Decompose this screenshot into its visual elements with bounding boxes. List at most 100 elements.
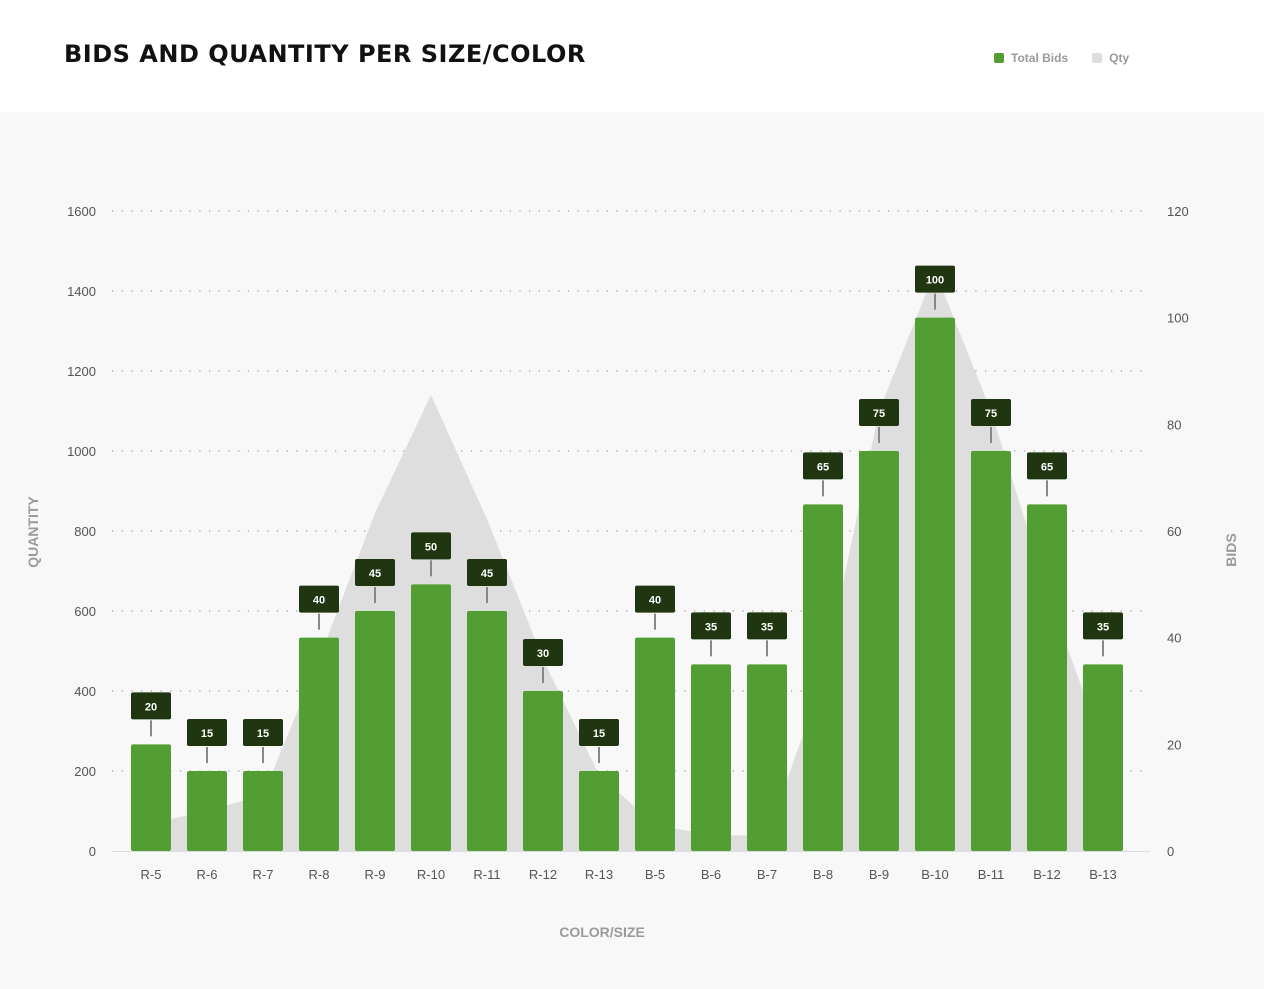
data-label: 40 (649, 595, 661, 607)
data-label: 35 (1097, 621, 1109, 633)
data-label: 30 (537, 648, 549, 660)
bar-b-11 (971, 451, 1011, 851)
x-tick-label: R-8 (309, 867, 330, 882)
bar-b-5 (635, 637, 675, 851)
x-tick-label: R-5 (141, 867, 162, 882)
x-tick-label: B-13 (1089, 867, 1116, 882)
data-label-box (1027, 452, 1067, 480)
y2-axis-title: BIDS (1223, 533, 1239, 566)
y-tick-label: 1000 (67, 444, 96, 459)
data-label-box (635, 585, 675, 613)
y2-tick-label: 120 (1167, 204, 1189, 219)
x-tick-label: R-7 (253, 867, 274, 882)
data-label: 20 (145, 701, 157, 713)
x-tick-label: R-13 (585, 867, 613, 882)
data-label-box (187, 719, 227, 746)
y-tick-label: 600 (74, 604, 96, 619)
y2-tick-label: 80 (1167, 417, 1181, 432)
data-label: 100 (926, 275, 944, 287)
bar-r-13 (579, 771, 619, 851)
data-label: 15 (257, 728, 269, 740)
data-label: 65 (1041, 461, 1053, 473)
bar-b-6 (691, 664, 731, 851)
data-label-box (131, 692, 171, 720)
data-label-box (803, 452, 843, 480)
data-label: 35 (705, 621, 717, 633)
x-tick-label: R-9 (365, 867, 386, 882)
y-tick-label: 400 (74, 684, 96, 699)
data-label: 15 (201, 728, 213, 740)
y-tick-label: 1600 (67, 204, 96, 219)
bar-r-9 (355, 611, 395, 851)
legend-label: Qty (1109, 51, 1130, 65)
chart-title: BIDS AND QUANTITY PER SIZE/COLOR (64, 40, 586, 68)
data-label-box (859, 399, 899, 426)
data-label-box (915, 265, 955, 293)
x-tick-label: B-6 (701, 867, 721, 882)
x-tick-label: B-10 (921, 867, 948, 882)
data-label: 50 (425, 541, 437, 553)
bar-r-5 (131, 744, 171, 851)
data-label-box (747, 612, 787, 640)
x-tick-label: R-10 (417, 867, 445, 882)
x-tick-label: R-12 (529, 867, 557, 882)
data-label-box (411, 532, 451, 560)
legend-item-qty[interactable]: Qty (1092, 51, 1129, 65)
data-label-box (1083, 612, 1123, 640)
data-label: 45 (481, 568, 493, 580)
y-tick-label: 1400 (67, 284, 96, 299)
data-label-box (971, 399, 1011, 426)
x-axis-title: COLOR/SIZE (559, 924, 645, 940)
x-tick-label: B-8 (813, 867, 833, 882)
legend-swatch-qty (1092, 53, 1103, 63)
bar-r-6 (187, 771, 227, 851)
data-label: 35 (761, 621, 773, 633)
legend-swatch-total-bids (994, 53, 1004, 63)
x-tick-label: B-11 (978, 867, 1005, 882)
bar-b-10 (915, 317, 955, 852)
data-label: 75 (985, 408, 997, 420)
bar-r-7 (243, 771, 283, 851)
legend: Total Bids Qty (994, 51, 1129, 65)
y-axis-title: QUANTITY (25, 496, 41, 568)
bar-b-13 (1083, 664, 1123, 851)
y-tick-label: 200 (74, 764, 96, 779)
data-label-box (579, 719, 619, 746)
y2-tick-label: 0 (1167, 844, 1174, 859)
legend-item-total-bids[interactable]: Total Bids (994, 51, 1068, 65)
data-label-box (355, 559, 395, 586)
y2-tick-label: 60 (1167, 524, 1181, 539)
data-label: 75 (873, 408, 885, 420)
x-tick-label: R-11 (473, 867, 500, 882)
bar-b-9 (859, 451, 899, 851)
data-label: 45 (369, 568, 381, 580)
bar-r-12 (523, 691, 563, 851)
x-tick-label: R-6 (197, 867, 218, 882)
x-tick-label: B-7 (757, 867, 777, 882)
y2-tick-label: 100 (1167, 311, 1189, 326)
data-label: 40 (313, 595, 325, 607)
bar-b-12 (1027, 504, 1067, 851)
y2-tick-label: 40 (1167, 631, 1181, 646)
bar-r-11 (467, 611, 507, 851)
x-tick-label: B-9 (869, 867, 889, 882)
bar-r-8 (299, 637, 339, 851)
y2-tick-label: 20 (1167, 737, 1181, 752)
qty-area (171, 271, 1083, 851)
legend-label: Total Bids (1011, 51, 1069, 65)
data-label-box (243, 719, 283, 746)
y-tick-label: 1200 (67, 364, 96, 379)
data-label-box (691, 612, 731, 640)
data-label-box (299, 585, 339, 613)
bar-b-8 (803, 504, 843, 851)
y-tick-label: 800 (74, 524, 96, 539)
data-label-box (523, 639, 563, 666)
x-tick-label: B-5 (645, 867, 665, 882)
chart-header: BIDS AND QUANTITY PER SIZE/COLOR Total B… (0, 0, 1264, 112)
data-label-box (467, 559, 507, 586)
data-label: 65 (817, 461, 829, 473)
data-label: 15 (593, 728, 605, 740)
bar-r-10 (411, 584, 451, 851)
x-tick-label: B-12 (1033, 867, 1060, 882)
